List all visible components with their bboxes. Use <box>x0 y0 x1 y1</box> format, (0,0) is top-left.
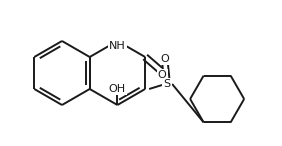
Text: NH: NH <box>109 41 126 51</box>
Text: S: S <box>164 79 171 89</box>
Text: O: O <box>161 54 169 64</box>
Text: OH: OH <box>109 84 126 94</box>
Text: O: O <box>158 70 166 80</box>
